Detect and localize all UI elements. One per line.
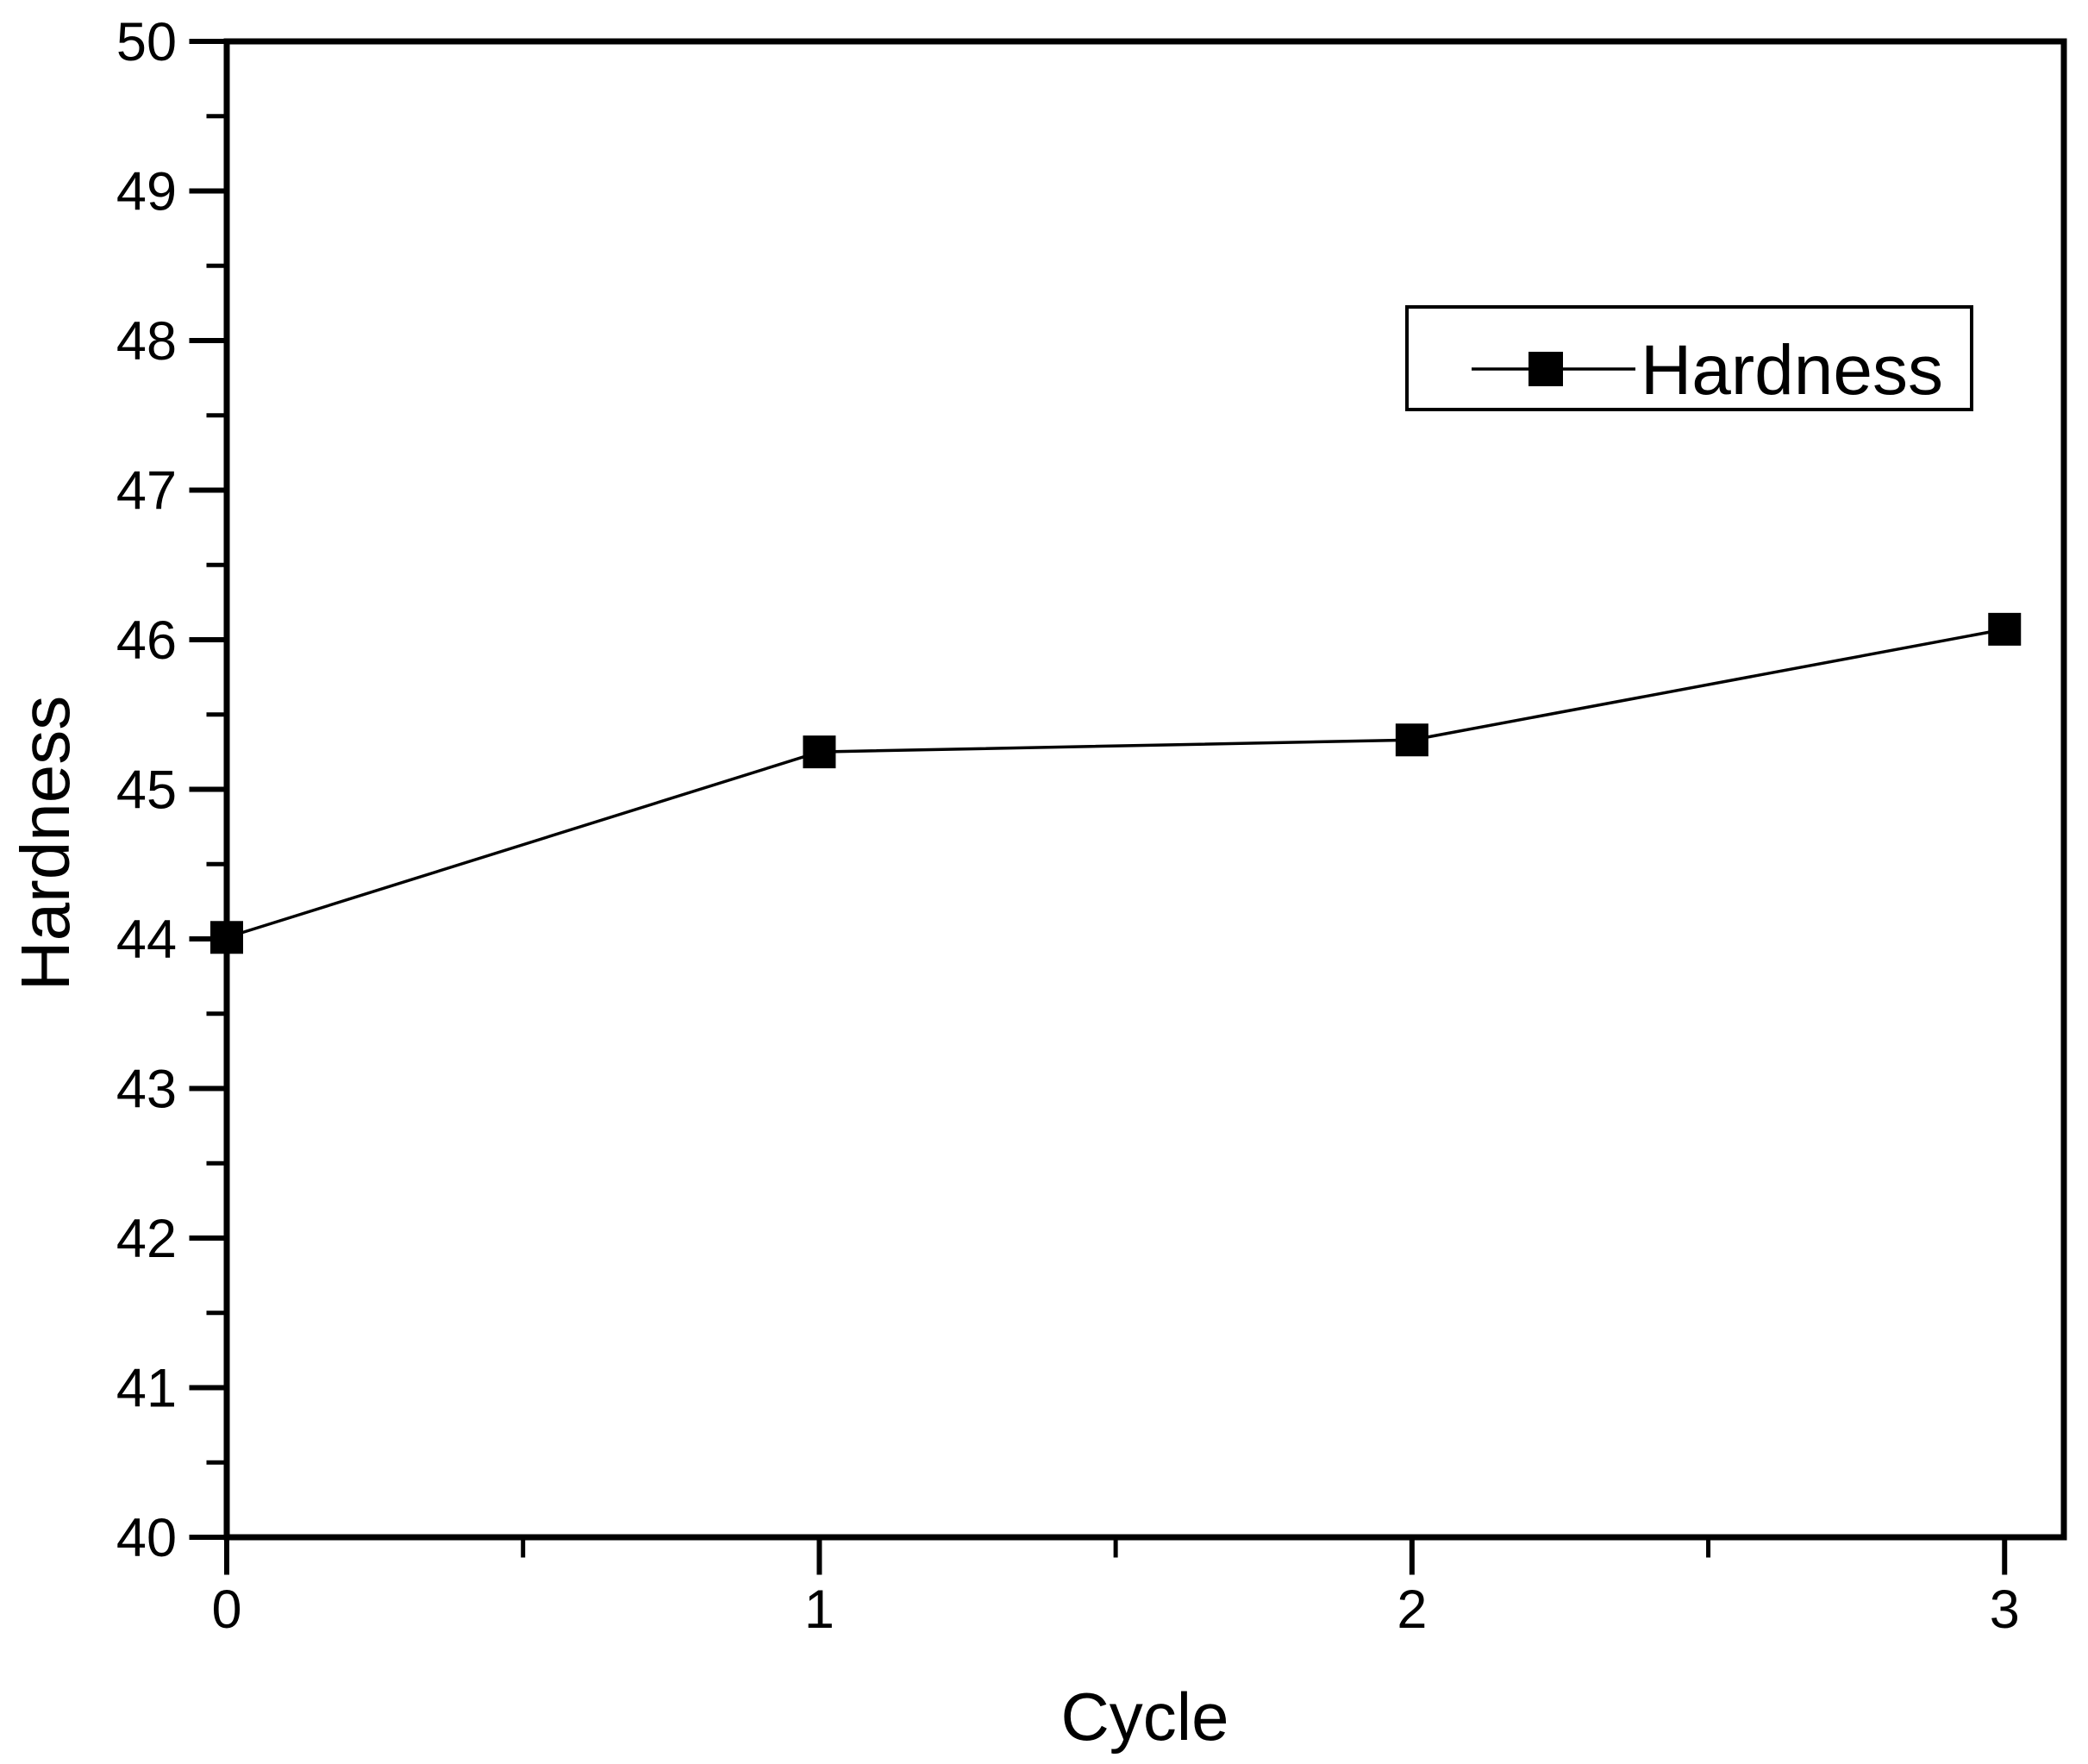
y-axis-title: Hardness: [7, 696, 84, 991]
y-tick-label: 40: [116, 1508, 177, 1568]
x-tick-label: 2: [1397, 1579, 1427, 1640]
data-point-marker: [1395, 723, 1428, 757]
y-tick-label: 41: [116, 1359, 177, 1419]
data-point-marker: [803, 735, 836, 769]
y-tick-label: 49: [116, 162, 177, 222]
y-axis-tick-labels: 40 41 42 43 44 45 46 47 48 49 50: [116, 12, 177, 1568]
x-axis-title: Cycle: [1060, 1679, 1228, 1755]
x-tick-label: 1: [804, 1579, 835, 1640]
y-axis-major-ticks: [189, 39, 227, 1540]
x-axis-minor-ticks: [521, 1537, 1711, 1558]
x-tick-label: 3: [1990, 1579, 2020, 1640]
hardness-series-line: [226, 628, 2005, 939]
y-tick-label: 43: [116, 1060, 177, 1120]
y-tick-label: 47: [116, 461, 177, 522]
y-tick-label: 45: [116, 760, 177, 821]
plot-area-border: [223, 38, 2067, 1541]
x-axis-tick-labels: 0 1 2 3: [211, 1579, 2019, 1640]
data-point-marker: [210, 921, 243, 954]
y-axis-minor-ticks: [206, 114, 227, 1465]
data-point-marker: [1988, 612, 2022, 646]
y-tick-label: 50: [116, 12, 177, 72]
y-tick-label: 46: [116, 610, 177, 671]
y-tick-label: 42: [116, 1209, 177, 1269]
hardness-series-markers: [210, 612, 2022, 954]
legend-border: [1405, 305, 1973, 411]
y-tick-label: 44: [116, 910, 177, 970]
x-axis-major-ticks: [224, 1537, 2008, 1575]
legend-entry-label: Hardness: [1641, 331, 1943, 410]
legend: Hardness: [1405, 305, 1973, 411]
x-tick-label: 0: [211, 1579, 241, 1640]
legend-square-marker-icon: [1528, 352, 1563, 386]
y-tick-label: 48: [116, 311, 177, 372]
